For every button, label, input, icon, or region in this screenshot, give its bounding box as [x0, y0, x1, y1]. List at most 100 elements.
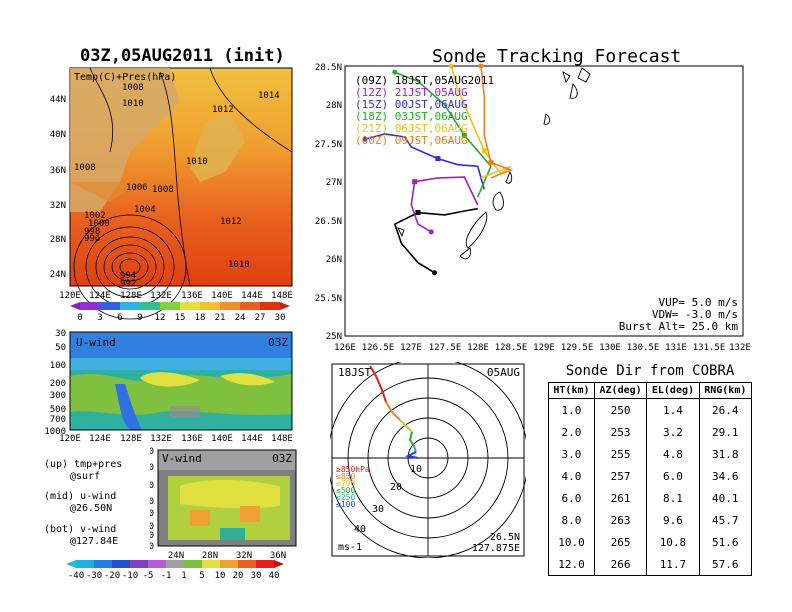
- table-row: 2.0 253 3.2 29.1: [548, 421, 752, 443]
- track-launch-point-0: [432, 270, 438, 276]
- note-middle: (mid) u-wind @26.50N: [44, 491, 117, 514]
- svg-text:700: 700: [150, 531, 154, 541]
- note-upper: (up) tmp+pres @surf: [44, 459, 123, 482]
- tracking-x-ticks: 126E 126.5E 127E 127.5E 128E 128.5E 129E…: [334, 343, 751, 353]
- svg-text:144E: 144E: [241, 291, 263, 301]
- svg-text:130E: 130E: [599, 343, 621, 353]
- pres-label: 996: [84, 234, 100, 244]
- svg-text:40N: 40N: [50, 130, 66, 140]
- pres-label: 1012: [220, 217, 242, 227]
- svg-text:5: 5: [199, 571, 204, 581]
- param-vdw: VDW= -3.0 m/s: [652, 308, 738, 321]
- svg-text:26N: 26N: [326, 255, 342, 265]
- hodograph-ring-labels: 10 20 30 40: [354, 464, 422, 535]
- svg-text:148E: 148E: [271, 291, 293, 301]
- svg-text:44N: 44N: [50, 95, 66, 105]
- tracking-title: Sonde Tracking Forecast: [432, 46, 682, 67]
- temp-colorbar-ticks: 0 3 6 9 12 15 18 21 24 27 30: [77, 313, 285, 323]
- svg-text:≤700: ≤700: [336, 479, 355, 488]
- track-burst-marker-5: [488, 159, 494, 165]
- japan-land: [190, 112, 245, 182]
- svg-text:126E: 126E: [334, 343, 356, 353]
- table-row: 3.0 255 4.8 31.8: [548, 443, 752, 465]
- sonde-tracking-chart: (09Z) 18JST,05AUG2011 (12Z) 21JST,05AUG …: [315, 63, 751, 353]
- map-x-ticks: 120E 124E 128E 132E 136E 140E 144E 148E: [59, 291, 293, 301]
- pres-label: 1010: [122, 99, 144, 109]
- svg-text:12: 12: [155, 313, 166, 323]
- svg-text:130.5E: 130.5E: [627, 343, 660, 353]
- svg-text:131.5E: 131.5E: [693, 343, 726, 353]
- tracking-y-ticks: 28.5N 28N 27.5N 27N 26.5N 26N 25.5N 25N: [315, 63, 342, 342]
- svg-text:128E: 128E: [467, 343, 489, 353]
- svg-text:≤850: ≤850: [336, 472, 355, 481]
- svg-text:6: 6: [117, 313, 122, 323]
- svg-text:24N: 24N: [168, 551, 184, 561]
- svg-text:128E: 128E: [120, 434, 142, 444]
- legend-entry: (18Z) 03JST,06AUG: [355, 110, 468, 123]
- pres-label: 1000: [88, 219, 110, 229]
- island-coastlines: [397, 67, 591, 260]
- svg-text:50: 50: [150, 463, 154, 473]
- legend-entry: (15Z) 00JST,06AUG: [355, 98, 468, 111]
- svg-text:30: 30: [55, 329, 66, 339]
- svg-text:120E: 120E: [59, 291, 81, 301]
- svg-text:120E: 120E: [59, 434, 81, 444]
- svg-text:500: 500: [150, 522, 154, 532]
- legend-entry: (09Z) 18JST,05AUG2011: [355, 74, 494, 87]
- svg-text:100: 100: [150, 481, 154, 491]
- track-launch-point-3: [392, 69, 398, 75]
- uwind-time: 03Z: [268, 336, 288, 349]
- wind-colorbar: -40 -30 -20 -10 -5 -1 1 5 10 20 30 40: [66, 560, 284, 581]
- svg-text:500: 500: [50, 405, 66, 415]
- hodograph-trace: [369, 365, 419, 459]
- svg-text:10: 10: [215, 571, 226, 581]
- note-bottom: (bot) v-wind @127.84E: [44, 524, 119, 547]
- svg-text:≤500: ≤500: [336, 486, 355, 495]
- hodograph-panel: 10 20 30 40 18JST 05AUG ≥850hPa ≤850 ≤70…: [330, 362, 526, 558]
- track-launch-point-5: [478, 63, 484, 69]
- table-row: 12.0 266 11.7 57.6: [548, 553, 752, 576]
- track-line-5: [480, 65, 514, 179]
- svg-text:36N: 36N: [270, 551, 286, 561]
- svg-text:128.5E: 128.5E: [495, 343, 528, 353]
- svg-text:1000: 1000: [44, 427, 66, 437]
- track-line-0: [393, 207, 478, 274]
- continent-land: [70, 68, 180, 212]
- pres-label: 1002: [84, 211, 106, 221]
- vwind-panel: V-wind 03Z 30 50 100 200 300 500 700 100…: [150, 447, 297, 561]
- svg-text:200: 200: [50, 379, 66, 389]
- svg-text:20: 20: [233, 571, 244, 581]
- temp-colorbar: [70, 302, 290, 310]
- sonde-dir-table: HT(km) AZ(deg) EL(deg) RNG(km) 1.0 250 1.4…: [548, 382, 752, 576]
- track-launch-point-2: [362, 136, 368, 142]
- launch-params: VUP= 5.0 m/s VDW= -3.0 m/s Burst Alt= 25…: [619, 296, 739, 333]
- col-azimuth: AZ(deg): [594, 382, 648, 399]
- svg-text:140E: 140E: [211, 291, 233, 301]
- pres-label: 1008: [74, 163, 96, 173]
- svg-text:144E: 144E: [241, 434, 263, 444]
- svg-text:27N: 27N: [326, 178, 342, 188]
- vwind-label: V-wind: [162, 452, 202, 465]
- svg-text:126.5E: 126.5E: [362, 343, 395, 353]
- svg-text:-40: -40: [68, 571, 84, 581]
- svg-text:27.5N: 27.5N: [315, 140, 342, 150]
- table-row: 4.0 257 6.0 34.6: [548, 465, 752, 487]
- tracking-legend: (09Z) 18JST,05AUG2011 (12Z) 21JST,05AUG …: [355, 74, 494, 147]
- svg-text:-1: -1: [161, 571, 172, 581]
- map-y-ticks: 44N 40N 36N 32N 28N 24N: [50, 95, 66, 280]
- hodograph-time: 18JST: [338, 366, 371, 379]
- hodograph-level-legend: ≥850hPa ≤850 ≤700 ≤500 ≤250 ≤100: [336, 465, 370, 509]
- svg-text:124E: 124E: [89, 434, 111, 444]
- svg-text:30: 30: [251, 571, 262, 581]
- track-launch-point-4: [448, 63, 454, 69]
- pres-label: 1006: [126, 183, 148, 193]
- table-row: 10.0 265 10.8 51.6: [548, 531, 752, 553]
- track-burst-marker-1: [412, 179, 418, 185]
- svg-text:-5: -5: [143, 571, 154, 581]
- uwind-label: U-wind: [76, 336, 116, 349]
- typhoon-isobars: [73, 67, 293, 320]
- track-line-2: [364, 133, 486, 190]
- svg-text:≥850hPa: ≥850hPa: [336, 465, 370, 474]
- table-row: 1.0 250 1.4 26.4: [548, 398, 752, 421]
- svg-text:140E: 140E: [211, 434, 233, 444]
